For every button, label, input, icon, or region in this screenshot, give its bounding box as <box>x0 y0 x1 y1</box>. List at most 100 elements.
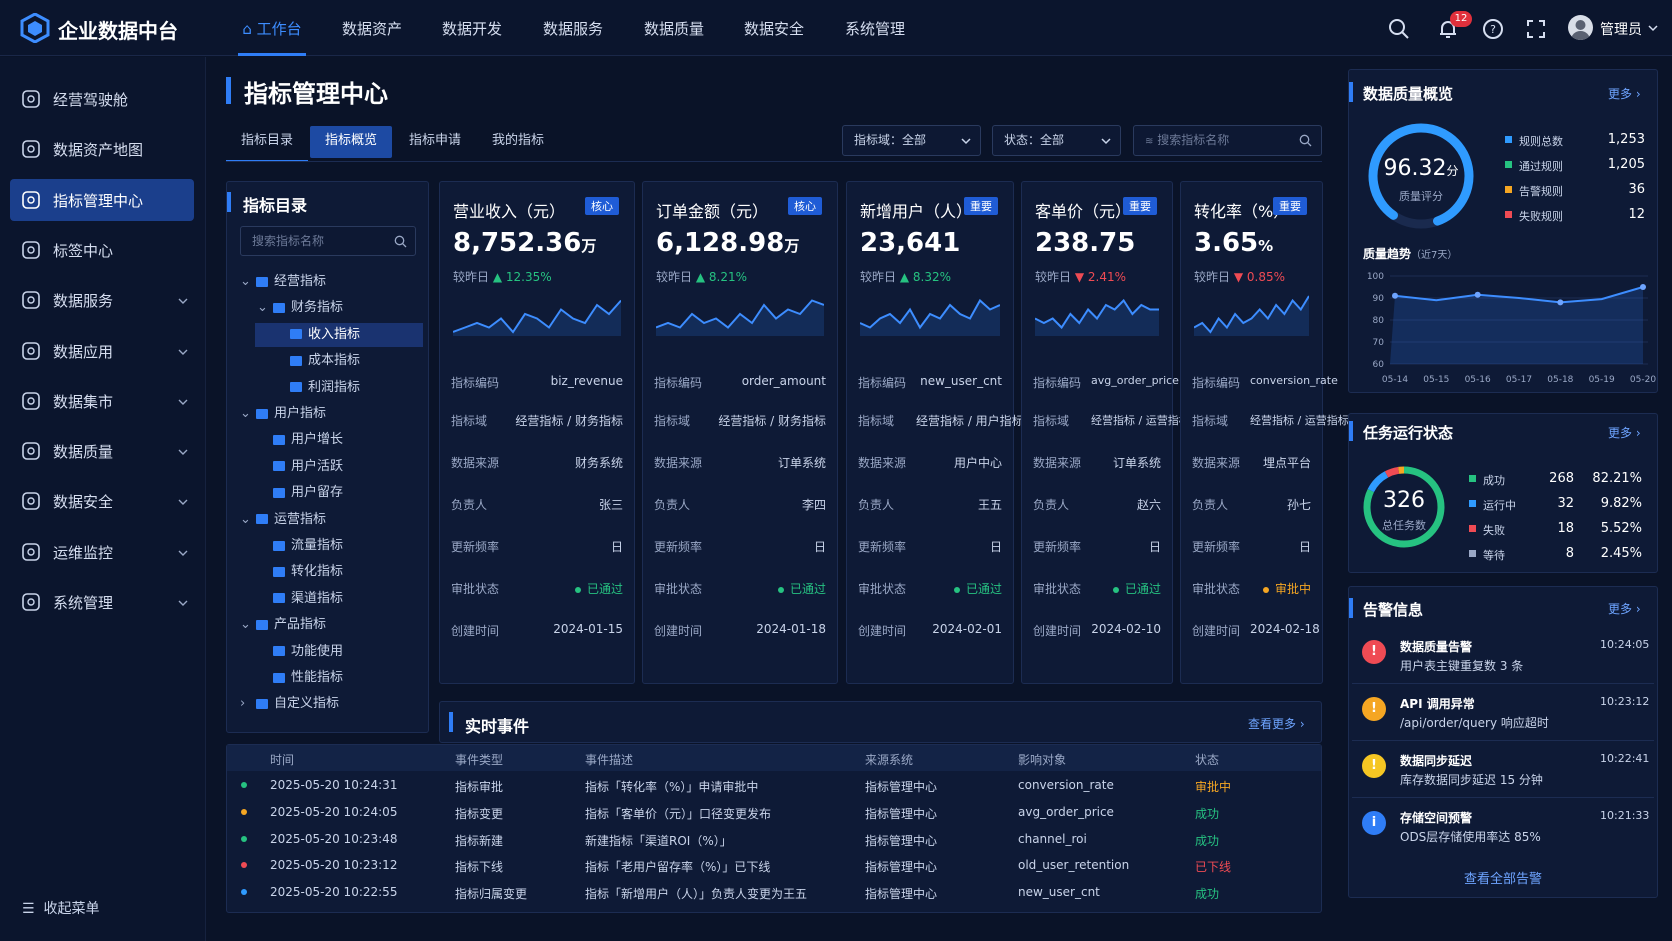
tree-node[interactable]: 成本指标 <box>240 349 420 373</box>
alert-icon: ! <box>1362 754 1386 778</box>
quality-score-label: 质量评分 <box>1399 190 1443 203</box>
tree-node[interactable]: 用户增长 <box>240 428 420 452</box>
help-icon[interactable]: ? <box>1482 18 1504 40</box>
metric-search-input[interactable]: ≋ 搜索指标名称 <box>1133 125 1322 156</box>
sidebar-item-4[interactable]: 标签中心 <box>10 229 194 271</box>
tree-node[interactable]: ⌄ 产品指标 <box>240 613 420 637</box>
sidebar-item-label: 数据集市 <box>53 392 114 411</box>
task-more-link[interactable]: 更多 › <box>1608 426 1641 440</box>
table-cell: old_user_retention <box>1018 858 1130 873</box>
status-dot <box>1262 586 1269 593</box>
tree-search-input[interactable]: 搜索指标名称 <box>240 226 416 256</box>
status-filter-select[interactable]: 状态：全部 <box>992 125 1121 156</box>
metric-tag-badge: 核心 <box>788 197 822 215</box>
domain-filter-select[interactable]: 指标域：全部 <box>842 125 981 156</box>
table-cell: conversion_rate <box>1018 778 1114 792</box>
metric-value: 3.65% <box>1194 228 1274 258</box>
sidebar-item-8[interactable]: 数据质量 <box>10 430 194 472</box>
alert-item[interactable] <box>1352 632 1654 684</box>
tab-my-metrics[interactable]: 我的指标 <box>491 133 544 148</box>
metric-sparkline <box>860 298 1000 336</box>
tree-node[interactable]: 功能使用 <box>240 640 420 664</box>
tree-node[interactable]: 利润指标 <box>240 376 420 400</box>
tree-node[interactable]: 收入指标 <box>255 322 423 347</box>
tab-apply[interactable]: 指标申请 <box>408 133 461 148</box>
tree-node[interactable]: 渠道指标 <box>240 587 420 611</box>
search-icon[interactable] <box>1388 18 1410 40</box>
sidebar-item-label: 运维监控 <box>53 543 114 562</box>
user-name[interactable]: 管理员 <box>1600 22 1642 38</box>
alert-icon: i <box>1362 811 1386 835</box>
collapse-menu-button[interactable]: ☰ 收起菜单 <box>22 901 100 917</box>
metric-field-value: 日 <box>813 540 826 554</box>
title-accent-bar <box>226 77 231 104</box>
sidebar-item-9[interactable]: 数据安全 <box>10 480 194 522</box>
tree-node[interactable]: 转化指标 <box>240 560 420 584</box>
nav-data-dev[interactable]: 数据开发 <box>442 20 503 38</box>
sidebar-item-7[interactable]: 数据集市 <box>10 380 194 422</box>
table-cell: new_user_cnt <box>1018 885 1100 900</box>
folder-icon <box>273 487 285 498</box>
alert-item[interactable] <box>1352 746 1654 798</box>
metric-tag-badge: 重要 <box>1123 197 1157 215</box>
nav-data-quality[interactable]: 数据质量 <box>644 20 705 38</box>
legend-label: 失败 <box>1483 524 1505 537</box>
alerts-more-link[interactable]: 更多 › <box>1608 602 1641 616</box>
tab-overview[interactable]: 指标概览 <box>310 126 392 158</box>
avatar[interactable] <box>1568 15 1593 40</box>
tree-node[interactable]: ⌄ 运营指标 <box>240 508 420 532</box>
nav-data-security[interactable]: 数据安全 <box>744 20 805 38</box>
legend-swatch <box>1469 475 1476 482</box>
nav-system[interactable]: 系统管理 <box>845 20 906 38</box>
folder-icon <box>273 646 285 657</box>
tree-node[interactable]: ⌄ 财务指标 <box>240 296 420 320</box>
fullscreen-icon[interactable] <box>1525 18 1547 40</box>
metric-field-value: 审批中 <box>1250 580 1311 597</box>
expand-arrow-icon[interactable]: ⌄ <box>240 274 251 289</box>
nav-data-assets[interactable]: 数据资产 <box>342 20 403 38</box>
metric-card[interactable] <box>1180 181 1323 684</box>
tab-catalog[interactable]: 指标目录 <box>240 133 293 148</box>
metric-field-value: 经营指标 / 运营指标 <box>1250 414 1349 427</box>
tree-node[interactable]: ⌄ 用户指标 <box>240 402 420 426</box>
sidebar-item-2[interactable]: 数据资产地图 <box>10 128 194 170</box>
sidebar-item-5[interactable]: 数据服务 <box>10 279 194 321</box>
alert-title: 数据质量告警 <box>1400 640 1473 654</box>
metric-card[interactable] <box>642 181 838 684</box>
sidebar-item-10[interactable]: 运维监控 <box>10 531 194 573</box>
tree-node[interactable]: ⌄ 经营指标 <box>240 270 420 294</box>
expand-arrow-icon[interactable]: ⌄ <box>257 300 268 316</box>
expand-arrow-icon[interactable]: › <box>240 696 246 712</box>
alert-title: API 调用异常 <box>1400 697 1475 711</box>
trend-area <box>1390 287 1643 364</box>
tree-node[interactable]: 流量指标 <box>240 534 420 558</box>
nav-data-service[interactable]: 数据服务 <box>543 20 604 38</box>
bell-icon[interactable] <box>1437 18 1459 40</box>
status-dot <box>574 586 581 593</box>
metric-card[interactable] <box>1021 181 1173 684</box>
tree-node[interactable]: 性能指标 <box>240 666 420 690</box>
table-cell: 指标管理中心 <box>865 860 938 875</box>
nav-workbench[interactable]: ⌂ 工作台 <box>238 0 306 56</box>
sidebar-item-6[interactable]: 数据应用 <box>10 330 194 372</box>
metric-card[interactable] <box>846 181 1014 684</box>
tree-node[interactable]: 用户活跃 <box>240 455 420 479</box>
quality-more-link[interactable]: 更多 › <box>1608 87 1641 101</box>
alert-item[interactable] <box>1352 689 1654 741</box>
sidebar-item-1[interactable]: 经营驾驶舱 <box>10 78 194 120</box>
tree-node[interactable]: 用户留存 <box>240 481 420 505</box>
table-cell: 指标「转化率（%）」申请审批中 <box>585 780 759 794</box>
expand-arrow-icon[interactable]: ⌄ <box>240 406 251 421</box>
metric-change: 较昨日 ▲ 8.21% <box>656 270 748 284</box>
metric-tag-badge: 重要 <box>1273 197 1307 215</box>
expand-arrow-icon[interactable]: ⌄ <box>240 617 251 633</box>
metric-card[interactable] <box>439 181 635 684</box>
tree-node[interactable]: › 自定义指标 <box>240 692 420 716</box>
sidebar-item-11[interactable]: 系统管理 <box>10 581 194 623</box>
events-more-link[interactable]: 查看更多 › <box>1248 717 1305 731</box>
expand-arrow-icon[interactable]: ⌄ <box>240 511 251 527</box>
sidebar-item-3[interactable]: 指标管理中心 <box>10 178 194 221</box>
view-all-alerts-link[interactable]: 查看全部告警 <box>1463 872 1542 887</box>
chevron-down-icon[interactable] <box>1648 24 1658 32</box>
metric-field-label: 负责人 <box>1033 498 1070 512</box>
